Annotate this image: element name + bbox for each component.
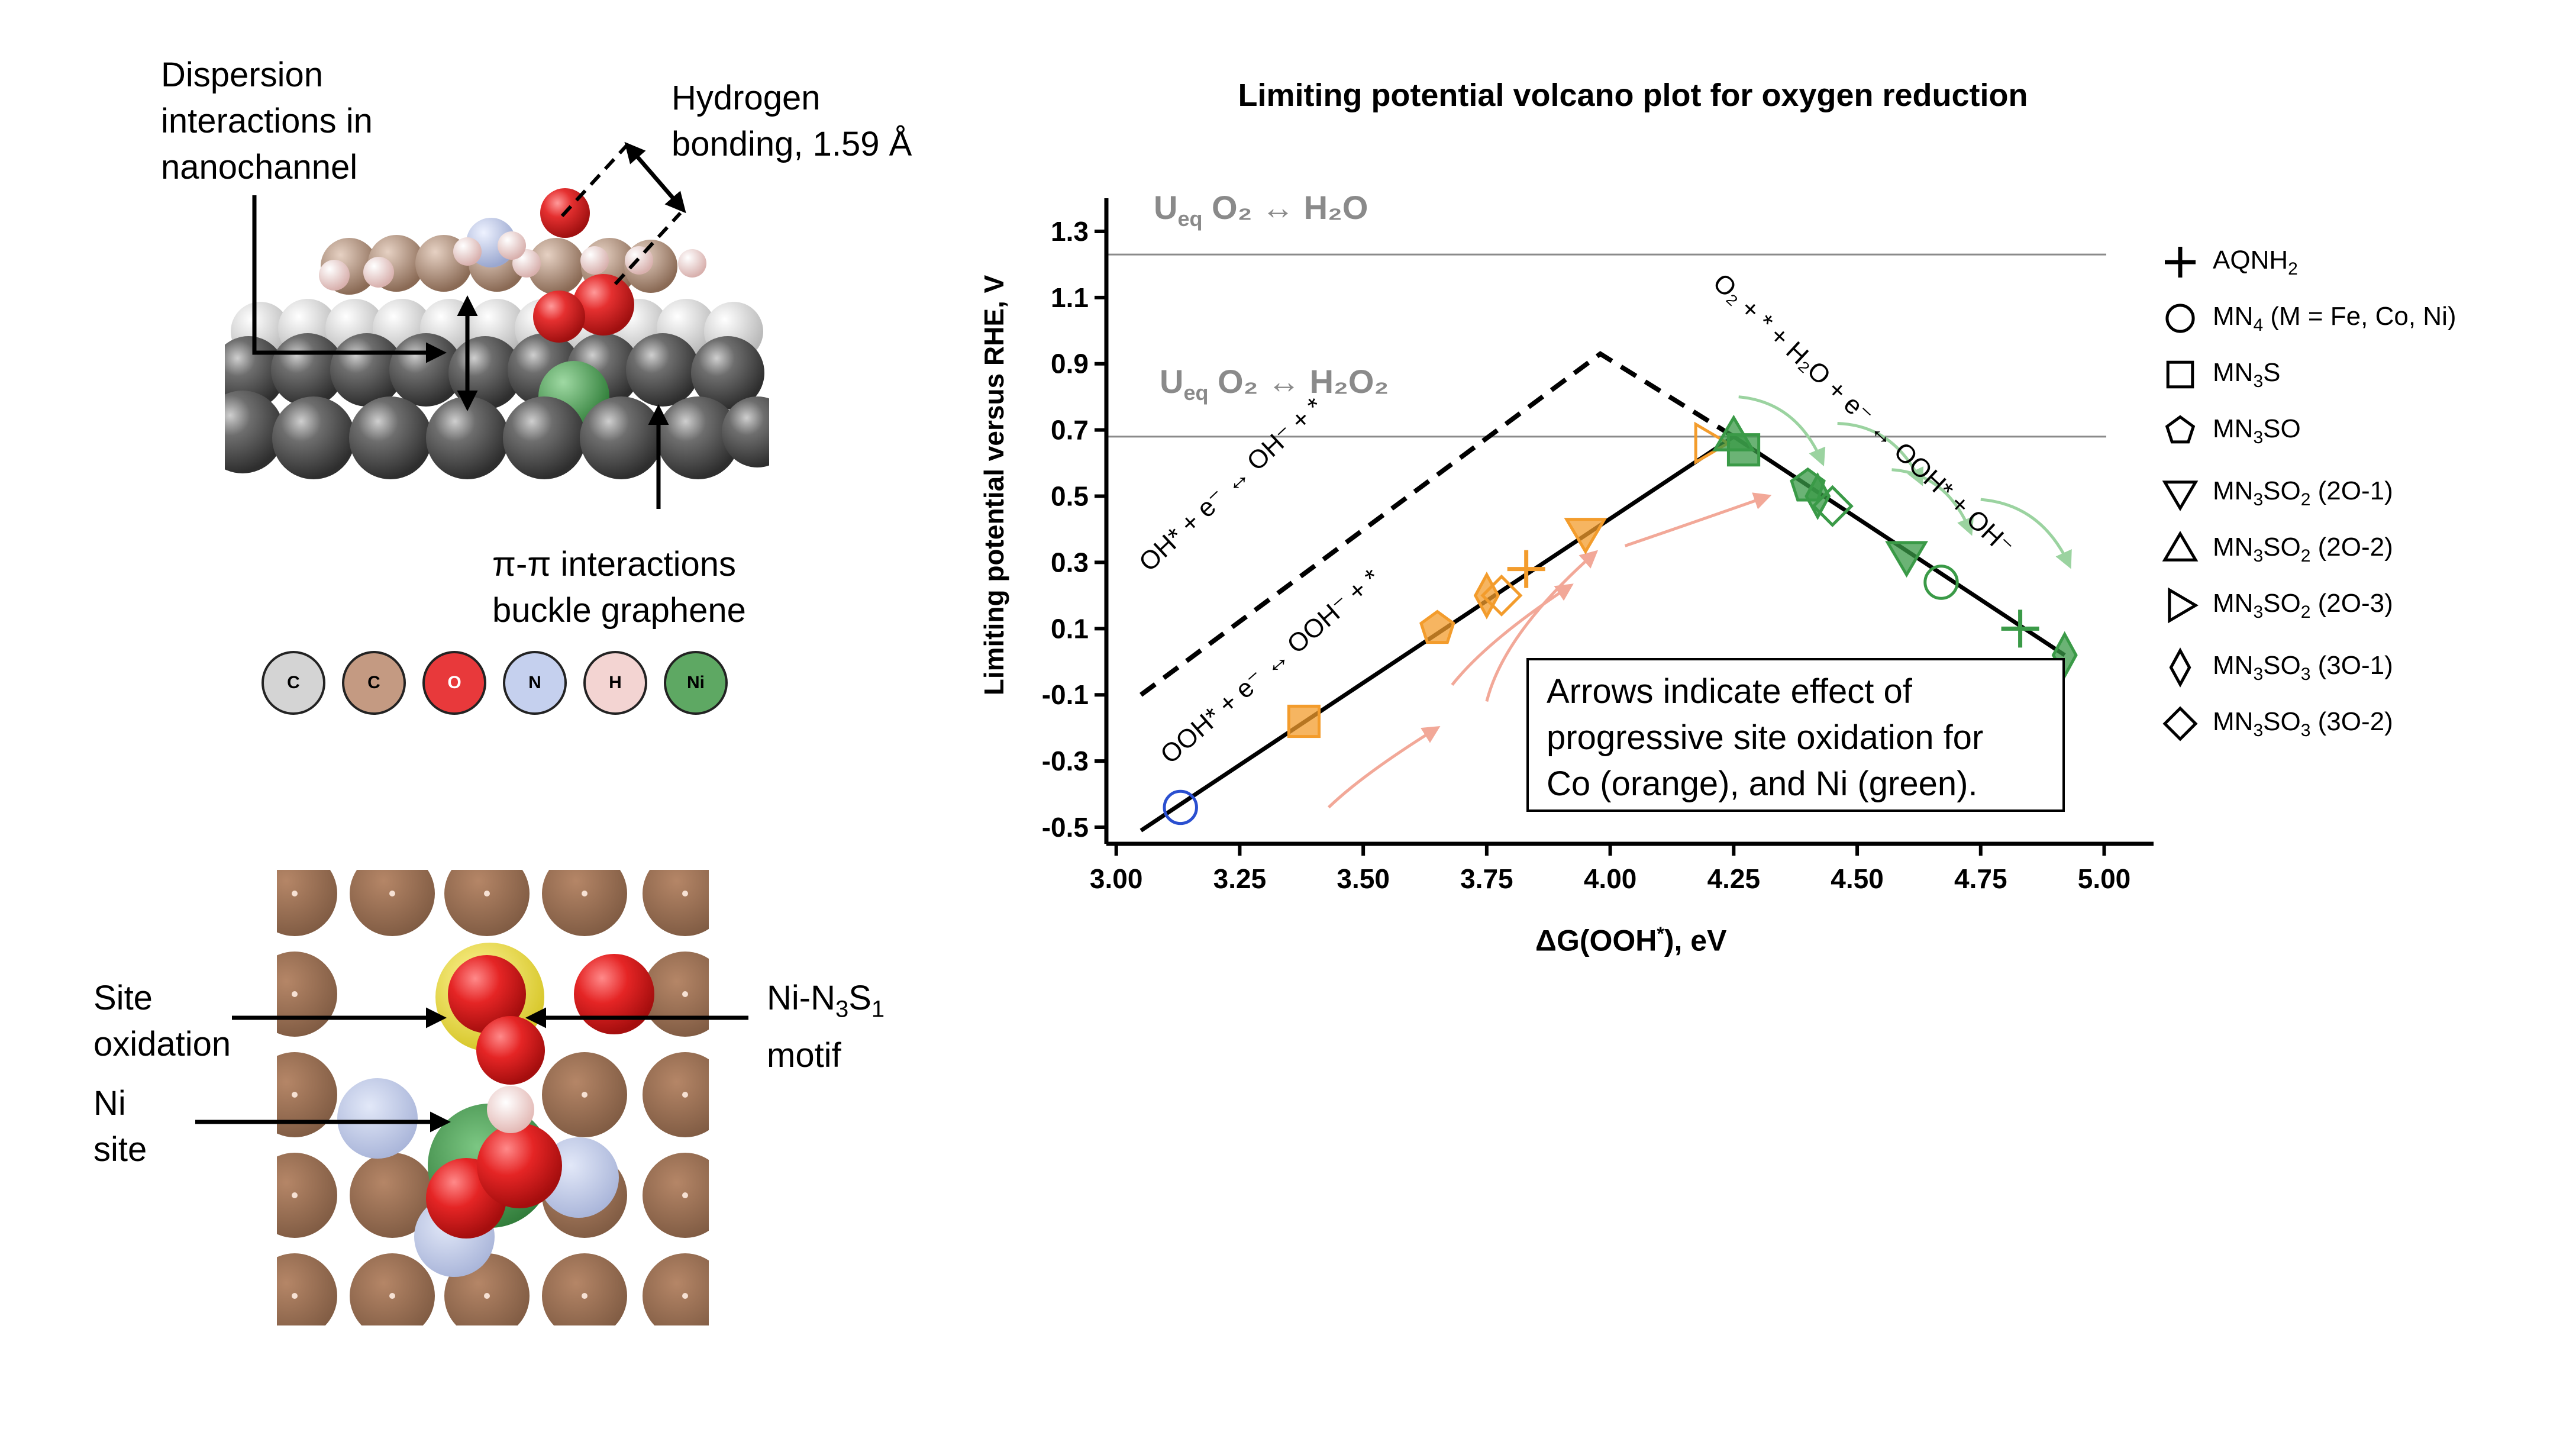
- chart-title: Limiting potential volcano plot for oxyg…: [1238, 78, 2028, 113]
- legend-item: MN4 (M = Fe, Co, Ni): [2159, 298, 2456, 339]
- legend-marker-icon: [2166, 360, 2194, 389]
- y-tick-label: -0.3: [1042, 746, 1089, 776]
- data-point: [1923, 565, 1959, 600]
- atom-key-c-light: C: [262, 651, 325, 715]
- legend-item: MN3SO3 (3O-1): [2159, 647, 2393, 688]
- legend-item: MN3SO2 (2O-2): [2159, 528, 2393, 570]
- legend-label: MN3SO2 (2O-2): [2213, 532, 2393, 566]
- legend-marker: [2165, 415, 2196, 444]
- x-tick-label: 3.50: [1337, 863, 1390, 894]
- data-point: [1885, 541, 1928, 578]
- y-tick-label: -0.5: [1042, 812, 1089, 843]
- legend-marker-icon: [2169, 647, 2191, 688]
- ni-oxidation-arrow: [1738, 395, 1826, 467]
- legend-item: AQNH2: [2159, 241, 2298, 283]
- data-point: [1163, 789, 1198, 825]
- legend-marker-icon: [2162, 531, 2199, 562]
- legend-marker: [2169, 647, 2191, 688]
- y-tick-label: 0.5: [1051, 481, 1089, 512]
- y-tick-label: 0.1: [1051, 613, 1089, 644]
- data-point: [1694, 421, 1731, 465]
- x-tick-label: 4.50: [1831, 863, 1884, 894]
- legend-marker: [2162, 706, 2198, 741]
- molecule-callout-arrows: [252, 141, 686, 509]
- y-tick-label: 1.3: [1051, 216, 1089, 247]
- legend-label: MN3S: [2213, 357, 2281, 391]
- legend-marker: [2165, 304, 2195, 333]
- legend-marker: [2162, 531, 2199, 562]
- data-point: [1811, 485, 1854, 527]
- legend-label: MN3SO2 (2O-1): [2213, 476, 2393, 509]
- y-tick-label: 1.1: [1051, 282, 1089, 313]
- legend-marker-icon: [2165, 247, 2196, 278]
- annotation-box: Arrows indicate effect of progressive si…: [1526, 658, 2065, 812]
- data-point: [1287, 704, 1321, 738]
- data-point: [1473, 571, 1500, 620]
- atom-key-o: O: [422, 651, 486, 715]
- atom-key-h: H: [583, 651, 647, 715]
- x-tick-label: 3.75: [1460, 863, 1513, 894]
- ueq-h2o2-label: Ueq O₂ ↔ H₂O₂: [1160, 363, 1389, 405]
- ni-site-label: Ni site: [93, 1084, 147, 1169]
- y-tick-label: 0.7: [1051, 415, 1089, 446]
- legend-marker: [2166, 360, 2194, 389]
- data-point: [1726, 433, 1761, 467]
- data-point: [1564, 518, 1607, 555]
- dispersion-label: Dispersion interactions in nanochannel: [161, 56, 373, 186]
- ni-oxidation-arrow: [1837, 421, 1923, 486]
- co-oxidation-arrow: [1485, 550, 1599, 702]
- co-oxidation-arrow: [1624, 492, 1772, 547]
- molecule-side-view-image: [225, 188, 769, 479]
- legend-label: MN3SO3 (3O-2): [2213, 707, 2393, 740]
- legend-item: MN3S: [2159, 354, 2280, 395]
- ni-oxidation-arrow: [1980, 498, 2072, 569]
- x-tick-label: 3.25: [1213, 863, 1267, 894]
- x-axis-label: ΔG(OOH*), eV: [1535, 923, 1727, 957]
- x-tick-label: 3.00: [1090, 863, 1143, 894]
- legend-marker-icon: [2165, 304, 2195, 333]
- motif-label: Ni-N3S1 motif: [767, 979, 885, 1075]
- legend-marker-icon: [2165, 415, 2196, 444]
- data-point: [1419, 609, 1455, 644]
- co-oxidation-arrow: [1327, 726, 1441, 809]
- top-view-image: [277, 870, 709, 1325]
- x-tick-label: 4.25: [1707, 863, 1761, 894]
- legend-item: MN3SO2 (2O-3): [2159, 585, 2393, 626]
- pi-pi-label: π-π interactions buckle graphene: [492, 545, 746, 630]
- ni-oxidation-arrow: [1891, 468, 1974, 536]
- y-tick-label: 0.9: [1051, 349, 1089, 379]
- hydrogen-bond-label: Hydrogen bonding, 1.59 Å: [672, 79, 912, 163]
- legend-label: MN3SO3 (3O-1): [2213, 650, 2393, 684]
- legend-label: MN3SO2 (2O-3): [2213, 588, 2393, 622]
- legend-label: MN3SO: [2213, 414, 2301, 447]
- y-tick-label: -0.1: [1042, 679, 1089, 710]
- legend-item: MN3SO3 (3O-2): [2159, 703, 2393, 744]
- ueq-h2o-label: Ueq O₂ ↔ H₂O: [1154, 189, 1368, 231]
- atom-key-n: N: [503, 651, 567, 715]
- top-view-callout-arrows: [195, 1007, 748, 1133]
- data-point: [1480, 574, 1523, 617]
- x-tick-label: 4.75: [1954, 863, 2007, 894]
- data-point: [1805, 472, 1831, 520]
- volcano-line-oh-dashed: [1139, 351, 1735, 697]
- legend-marker-icon: [2162, 706, 2198, 741]
- legend-label: MN4 (M = Fe, Co, Ni): [2213, 301, 2456, 335]
- legend-marker-icon: [2162, 480, 2199, 511]
- y-axis-label: Limiting potential versus RHE, V: [979, 275, 1009, 696]
- legend-marker-icon: [2168, 587, 2199, 624]
- legend-label: AQNH2: [2213, 245, 2298, 279]
- atom-key-ni: Ni: [664, 651, 728, 715]
- y-tick-label: 0.3: [1051, 547, 1089, 578]
- legend-item: MN3SO2 (2O-1): [2159, 472, 2393, 514]
- legend-marker: [2168, 587, 2199, 624]
- x-tick-label: 4.00: [1584, 863, 1637, 894]
- co-oxidation-arrow: [1451, 583, 1574, 686]
- atom-key-c-brown: C: [342, 651, 406, 715]
- legend-marker: [2162, 480, 2199, 511]
- legend-item: MN3SO: [2159, 410, 2301, 451]
- x-tick-label: 5.00: [2078, 863, 2131, 894]
- site-oxidation-label: Site oxidation: [93, 979, 231, 1063]
